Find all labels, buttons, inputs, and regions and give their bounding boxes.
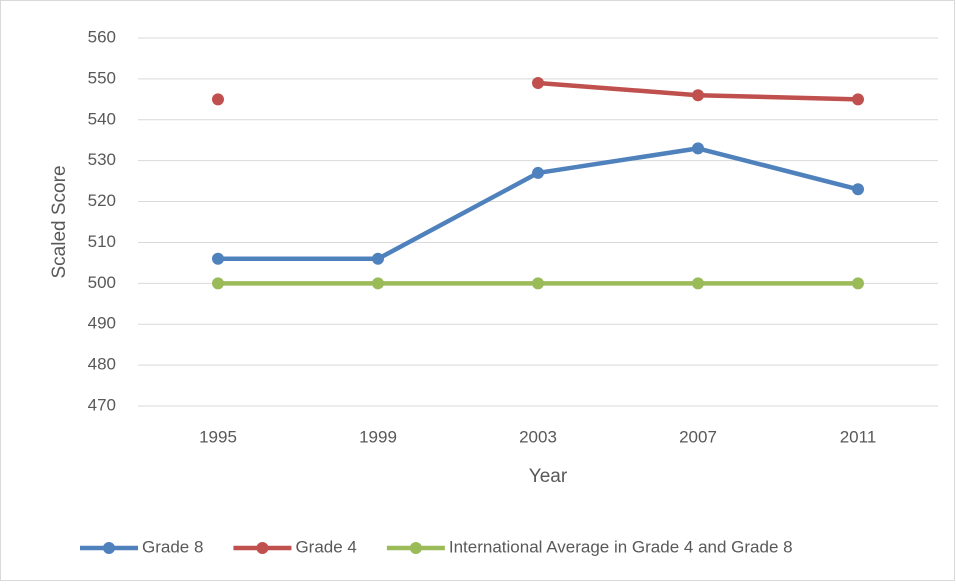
y-tick-label: 510 [88, 232, 116, 251]
legend-marker [256, 542, 269, 554]
point-marker [692, 89, 704, 102]
point-marker [212, 252, 224, 265]
point-marker [532, 166, 544, 179]
x-tick-label: 2011 [840, 427, 877, 446]
legend-label: International Average in Grade 4 and Gra… [449, 537, 793, 556]
y-axis-label: Scaled Score [49, 165, 70, 278]
point-marker [852, 183, 864, 196]
y-tick-label: 490 [88, 314, 116, 333]
y-tick-label: 530 [88, 150, 116, 169]
point-marker [532, 277, 544, 290]
y-tick-label: 560 [88, 27, 116, 46]
y-tick-label: 500 [88, 273, 116, 292]
point-marker [692, 277, 704, 290]
point-marker [212, 93, 224, 106]
point-marker [372, 277, 384, 290]
point-marker [532, 76, 544, 89]
x-tick-label: 1995 [199, 427, 237, 446]
point-marker [852, 277, 864, 290]
y-tick-label: 520 [88, 191, 116, 210]
x-tick-label: 2003 [519, 427, 557, 446]
x-axis-label: Year [529, 466, 568, 487]
legend-marker [409, 542, 422, 554]
y-tick-label: 480 [88, 355, 116, 374]
y-tick-label: 470 [88, 395, 116, 414]
y-tick-label: 540 [88, 109, 116, 128]
point-marker [852, 93, 864, 106]
point-marker [692, 142, 704, 155]
legend-label: Grade 4 [295, 537, 356, 556]
point-marker [372, 252, 384, 265]
y-tick-label: 550 [88, 68, 116, 87]
legend-marker [103, 542, 115, 554]
legend-label: Grade 8 [142, 537, 203, 556]
point-marker [212, 277, 224, 290]
x-tick-label: 2007 [679, 427, 717, 446]
x-tick-label: 1999 [359, 427, 397, 446]
